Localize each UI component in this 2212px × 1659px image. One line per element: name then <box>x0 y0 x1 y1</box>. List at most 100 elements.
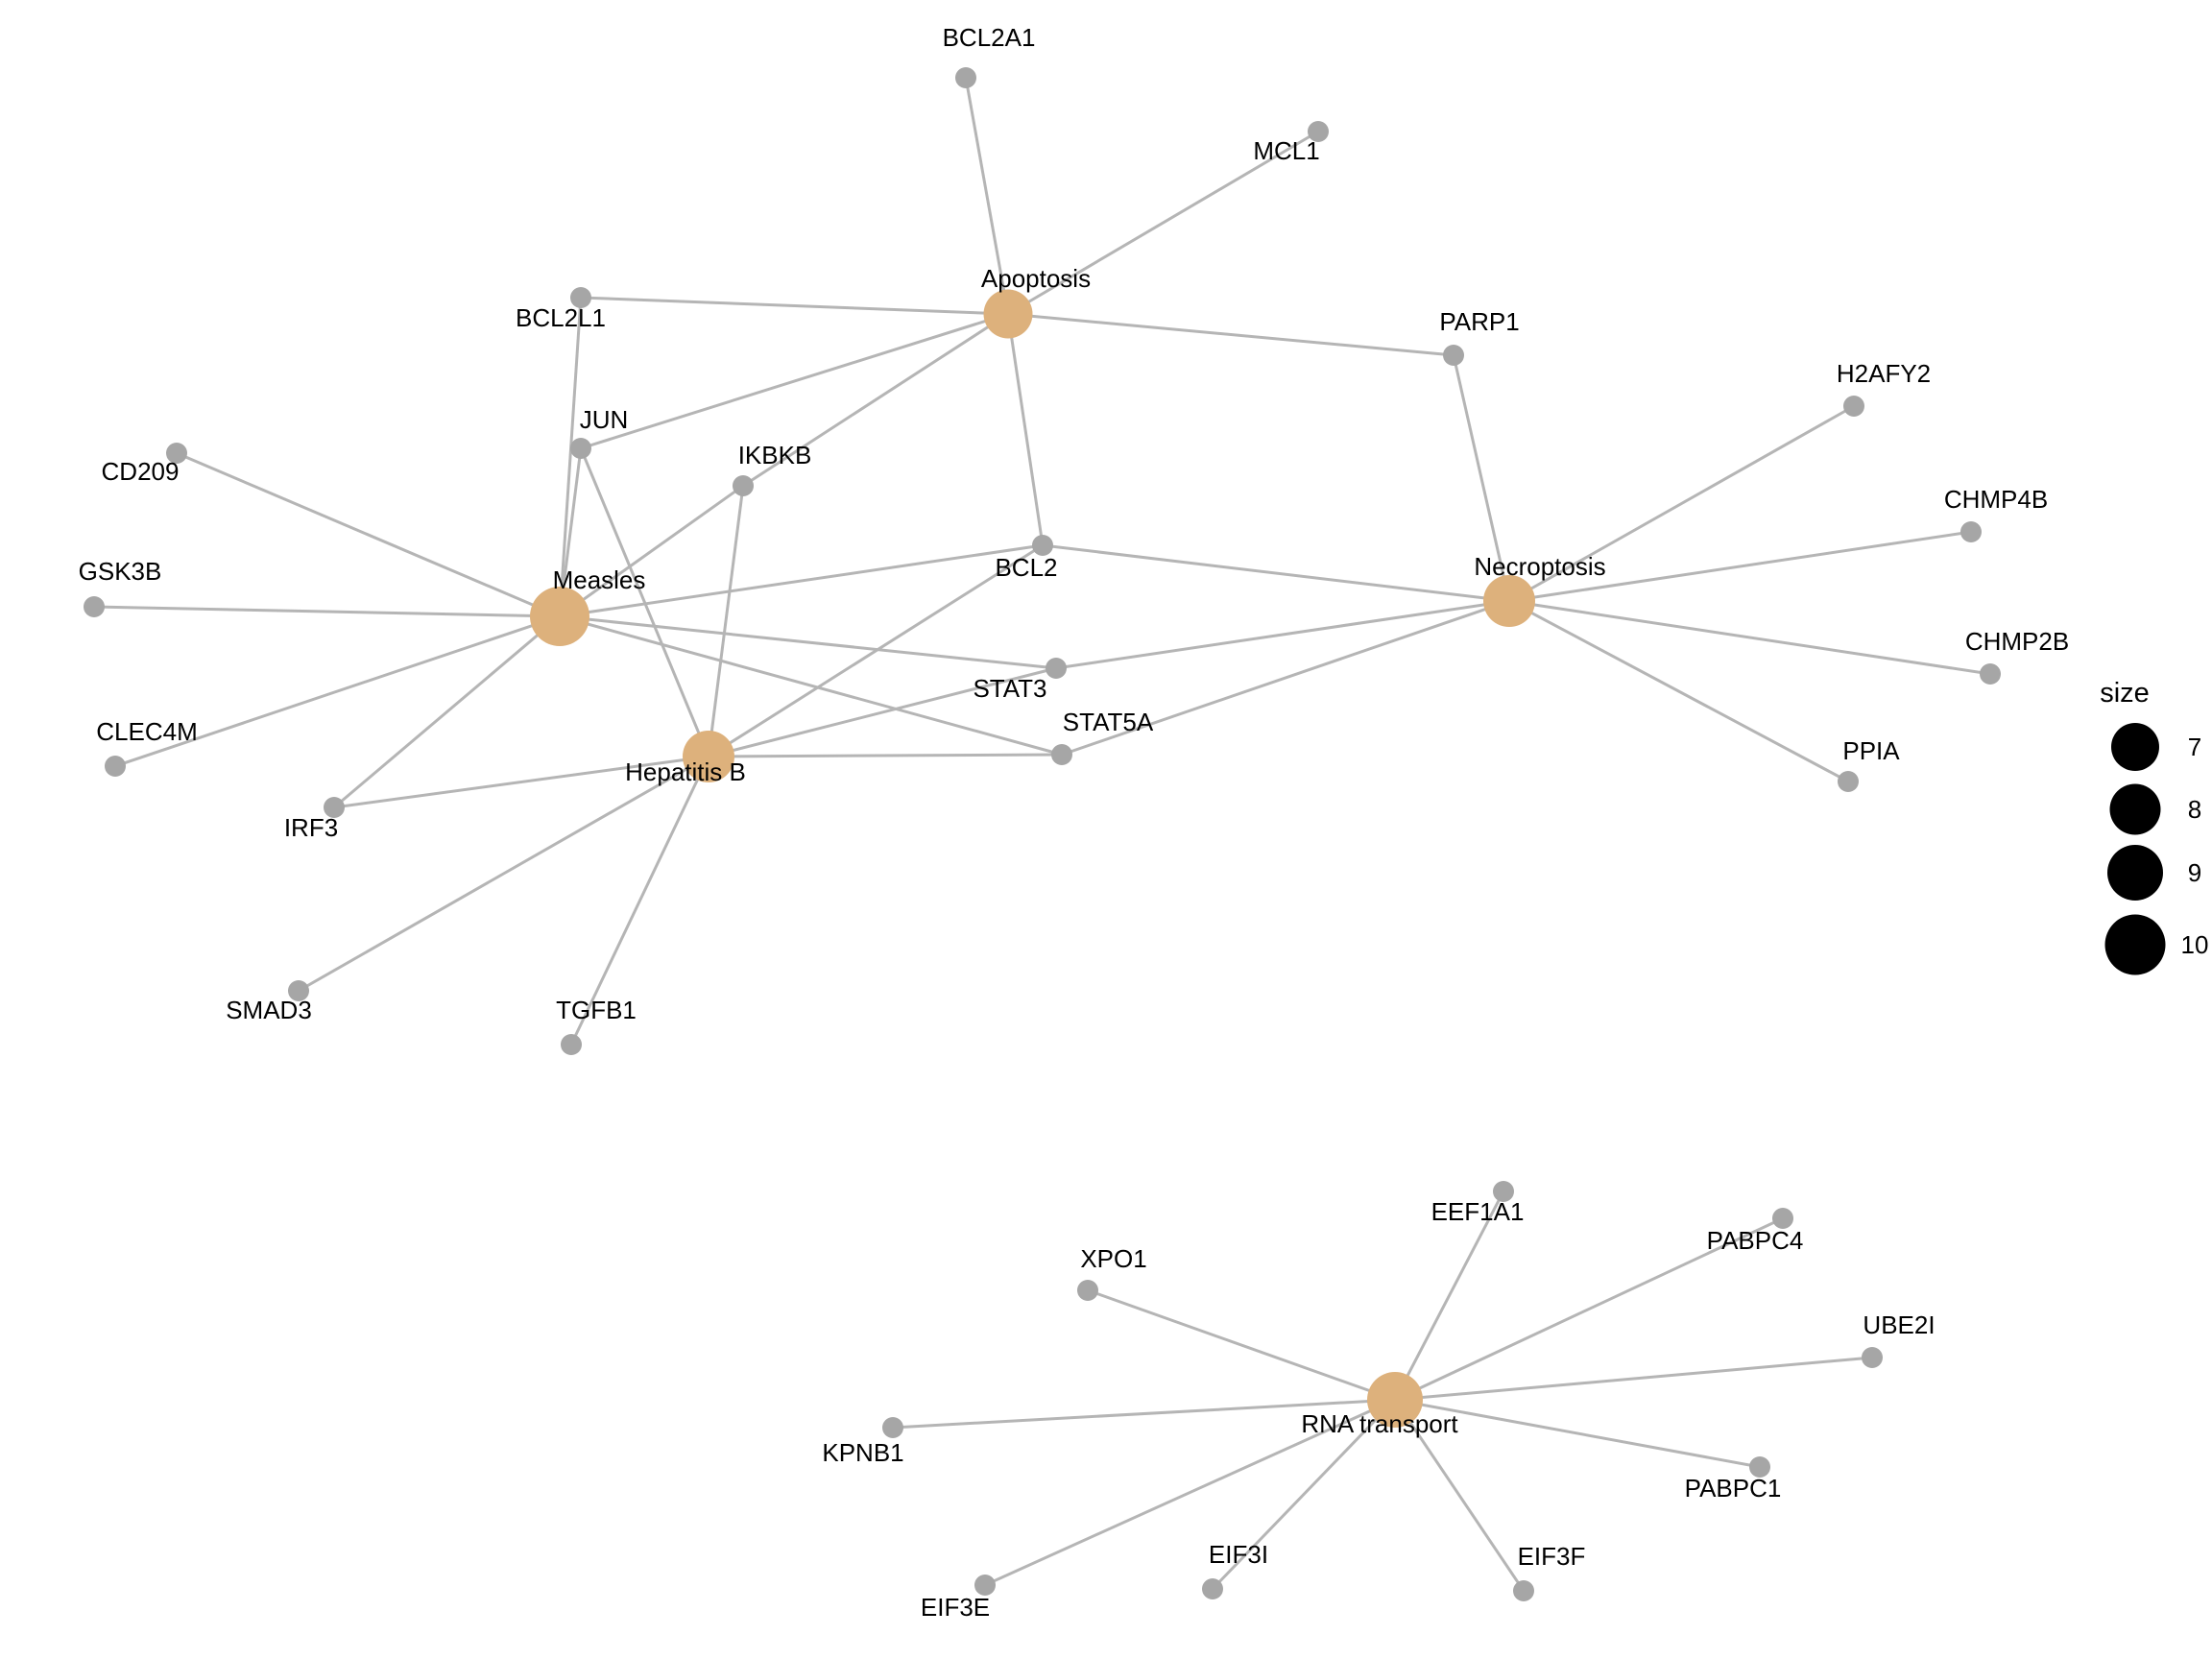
category-node-apoptosis <box>983 289 1033 339</box>
gene-node-eif3i <box>1202 1578 1223 1599</box>
edge-measles-cd209 <box>176 451 561 618</box>
edge-rna-transport-ube2i <box>1394 1356 1873 1402</box>
gene-label-clec4m: CLEC4M <box>96 717 197 746</box>
gene-node-kpnb1 <box>882 1417 903 1438</box>
gene-node-parp1 <box>1443 345 1464 366</box>
edge-hepatitis-b-bcl2 <box>708 543 1044 758</box>
gene-label-parp1: PARP1 <box>1439 307 1519 336</box>
gene-node-tgfb1 <box>561 1034 582 1055</box>
gene-node-stat3 <box>1046 658 1067 679</box>
edge-apoptosis-bcl2 <box>1006 313 1045 546</box>
gene-node-ppia <box>1838 771 1859 792</box>
edge-apoptosis-mcl1 <box>1007 130 1319 316</box>
gene-label-kpnb1: KPNB1 <box>822 1438 903 1467</box>
edge-measles-clec4m <box>114 614 561 768</box>
gene-label-mcl1: MCL1 <box>1253 136 1319 165</box>
gene-node-cd209 <box>166 443 187 464</box>
edge-apoptosis-ikbkb <box>742 312 1009 488</box>
gene-label-eef1a1: EEF1A1 <box>1431 1197 1525 1226</box>
category-node-measles <box>530 587 589 646</box>
gene-label-eif3e: EIF3E <box>921 1593 990 1622</box>
legend-circle-10 <box>2104 914 2166 975</box>
gene-label-tgfb1: TGFB1 <box>556 996 637 1024</box>
category-node-necroptosis <box>1483 575 1535 627</box>
gene-node-xpo1 <box>1077 1280 1098 1301</box>
gene-node-chmp4b <box>1960 521 1982 542</box>
category-label-rna-transport: RNA transport <box>1301 1409 1458 1438</box>
gene-node-h2afy2 <box>1843 396 1864 417</box>
gene-label-jun: JUN <box>580 405 629 434</box>
edge-hepatitis-b-stat5a <box>708 753 1063 758</box>
gene-node-stat5a <box>1051 744 1072 765</box>
category-label-measles: Measles <box>553 565 646 594</box>
gene-node-ikbkb <box>733 475 754 496</box>
legend-circle-9 <box>2107 845 2163 901</box>
edge-necroptosis-stat3 <box>1055 599 1510 670</box>
edge-necroptosis-chmp4b <box>1508 530 1972 603</box>
legend-circle-8 <box>2109 783 2161 835</box>
edge-rna-transport-eef1a1 <box>1393 1190 1505 1401</box>
gene-label-bcl2a1: BCL2A1 <box>943 23 1036 52</box>
edge-measles-stat5a <box>559 614 1063 757</box>
edge-apoptosis-parp1 <box>1007 312 1455 357</box>
gene-node-chmp2b <box>1980 663 2001 685</box>
edge-necroptosis-chmp2b <box>1508 599 1991 676</box>
legend-circle-7 <box>2111 723 2159 771</box>
gene-label-chmp4b: CHMP4B <box>1944 485 2048 514</box>
gene-node-bcl2a1 <box>955 67 976 88</box>
edge-measles-bcl2 <box>559 543 1044 618</box>
gene-label-irf3: IRF3 <box>284 813 338 842</box>
gene-node-eif3e <box>974 1575 996 1596</box>
edge-necroptosis-bcl2 <box>1042 543 1510 603</box>
edge-necroptosis-ppia <box>1508 599 1849 783</box>
gene-node-irf3 <box>324 797 345 818</box>
gene-label-stat5a: STAT5A <box>1063 708 1154 736</box>
gene-label-cd209: CD209 <box>102 457 180 486</box>
edge-hepatitis-b-ikbkb <box>707 485 745 757</box>
gene-node-eif3f <box>1513 1580 1534 1601</box>
edge-rna-transport-kpnb1 <box>892 1398 1396 1430</box>
gene-node-pabpc4 <box>1772 1208 1793 1229</box>
edge-rna-transport-eif3i <box>1211 1398 1397 1591</box>
gene-node-jun <box>570 438 591 459</box>
edge-rna-transport-pabpc4 <box>1394 1216 1784 1402</box>
edge-apoptosis-jun <box>580 312 1009 450</box>
gene-label-xpo1: XPO1 <box>1080 1244 1146 1273</box>
edge-necroptosis-parp1 <box>1452 354 1511 602</box>
edge-measles-gsk3b <box>93 605 561 618</box>
edge-necroptosis-stat5a <box>1061 599 1510 757</box>
gene-label-ikbkb: IKBKB <box>738 441 812 469</box>
gene-node-bcl2l1 <box>570 287 591 308</box>
gene-label-eif3f: EIF3F <box>1518 1542 1586 1571</box>
gene-label-pabpc1: PABPC1 <box>1685 1474 1782 1503</box>
edge-apoptosis-bcl2a1 <box>964 77 1010 315</box>
category-label-hepatitis-b: Hepatitis B <box>625 757 746 786</box>
gene-label-chmp2b: CHMP2B <box>1965 627 2069 656</box>
gene-label-bcl2l1: BCL2L1 <box>516 303 606 332</box>
gene-label-smad3: SMAD3 <box>226 996 312 1024</box>
edge-hepatitis-b-stat3 <box>708 666 1057 758</box>
gene-label-eif3i: EIF3I <box>1209 1540 1268 1569</box>
edge-rna-transport-eif3e <box>984 1398 1396 1587</box>
gene-label-ppia: PPIA <box>1842 736 1900 765</box>
edge-hepatitis-b-tgfb1 <box>569 756 710 1046</box>
gene-node-eef1a1 <box>1493 1181 1514 1202</box>
gene-label-gsk3b: GSK3B <box>79 557 162 586</box>
edge-measles-irf3 <box>333 614 561 809</box>
gene-node-gsk3b <box>84 596 105 617</box>
edge-measles-ikbkb <box>559 484 744 618</box>
gene-node-clec4m <box>105 756 126 777</box>
gene-node-bcl2 <box>1032 535 1053 556</box>
legend-label-9: 9 <box>2188 858 2201 887</box>
edge-rna-transport-pabpc1 <box>1394 1398 1761 1469</box>
edge-measles-bcl2l1 <box>558 297 583 617</box>
gene-label-ube2i: UBE2I <box>1863 1310 1935 1339</box>
legend-label-7: 7 <box>2188 733 2201 761</box>
gene-label-h2afy2: H2AFY2 <box>1837 359 1931 388</box>
edge-rna-transport-xpo1 <box>1087 1288 1396 1402</box>
gene-label-stat3: STAT3 <box>973 674 1046 703</box>
edge-necroptosis-h2afy2 <box>1508 404 1855 603</box>
legend-label-10: 10 <box>2181 930 2209 959</box>
